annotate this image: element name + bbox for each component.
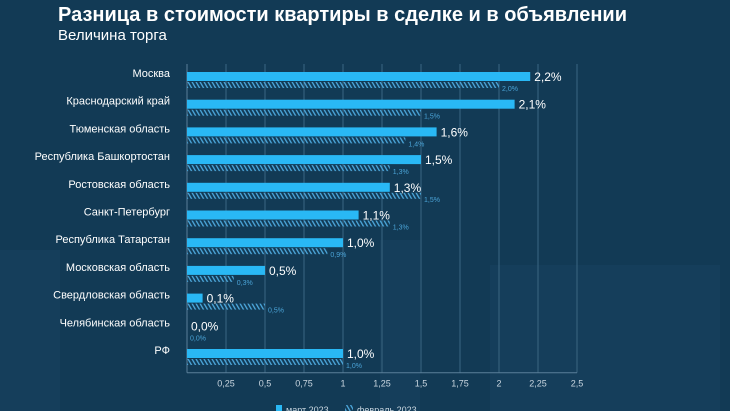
- x-tick-label: 0,25: [217, 379, 235, 389]
- bar-march: [187, 238, 343, 248]
- bar-february: [187, 137, 406, 144]
- bar-march: [187, 127, 437, 137]
- category-label: Тюменская область: [69, 123, 170, 135]
- data-label-march: 1,0%: [347, 236, 375, 250]
- chart-title: Разница в стоимости квартиры в сделке и …: [58, 4, 628, 26]
- category-label: Краснодарский край: [66, 96, 170, 108]
- category-label: Ростовская область: [68, 179, 170, 191]
- data-label-february: 0,9%: [330, 252, 346, 259]
- bar-march: [187, 349, 343, 358]
- data-label-march: 2,1%: [519, 98, 547, 112]
- x-tick-label: 1,25: [373, 379, 391, 389]
- bar-february: [187, 165, 390, 172]
- data-label-february: 0,5%: [268, 308, 284, 315]
- data-label-march: 1,3%: [394, 181, 422, 195]
- bar-february: [187, 303, 265, 310]
- x-tick-label: 0,75: [295, 379, 313, 389]
- bar-march: [187, 293, 203, 303]
- data-label-february: 1,5%: [424, 197, 440, 204]
- x-tick-label: 2: [496, 379, 501, 389]
- data-label-february: 1,3%: [393, 169, 409, 176]
- category-label: Республика Башкортостан: [35, 151, 170, 163]
- x-tick-label: 0,5: [259, 379, 272, 389]
- background-building: [490, 265, 720, 411]
- category-label: РФ: [154, 345, 170, 357]
- bar-march: [187, 265, 265, 275]
- data-label-february: 1,4%: [408, 141, 424, 148]
- data-label-february: 0,0%: [190, 335, 206, 342]
- bar-february: [187, 109, 421, 116]
- data-label-march: 1,6%: [441, 125, 469, 139]
- bar-february: [187, 220, 390, 227]
- background-building: [380, 240, 420, 411]
- legend-march-label: март 2023: [286, 405, 329, 411]
- data-label-february: 1,0%: [346, 363, 362, 370]
- bar-february: [187, 82, 499, 88]
- x-tick-label: 2,25: [529, 379, 547, 389]
- category-label: Республика Татарстан: [55, 234, 170, 246]
- chart-subtitle: Величина торга: [58, 27, 167, 44]
- bar-february: [187, 192, 421, 199]
- bar-march: [187, 99, 515, 109]
- legend-march-swatch: [276, 405, 282, 411]
- legend-february-swatch: [345, 405, 353, 411]
- data-label-march: 1,5%: [425, 153, 453, 167]
- x-tick-label: 2,5: [571, 379, 584, 389]
- bar-february: [187, 359, 343, 365]
- data-label-march: 1,0%: [347, 347, 375, 361]
- bar-march: [187, 210, 359, 220]
- category-label: Челябинская область: [60, 317, 171, 329]
- data-label-march: 0,1%: [207, 292, 235, 306]
- category-label: Санкт-Петербург: [84, 207, 170, 219]
- bar-march: [187, 155, 421, 165]
- data-label-february: 1,5%: [424, 114, 440, 121]
- x-tick-label: 1,5: [415, 379, 428, 389]
- legend-february-label: февраль 2023: [357, 405, 417, 411]
- x-tick-label: 1: [340, 379, 345, 389]
- bar-february: [187, 248, 328, 255]
- x-tick-label: 1,75: [451, 379, 469, 389]
- data-label-march: 1,1%: [363, 209, 391, 223]
- data-label-february: 0,3%: [237, 280, 253, 287]
- category-label: Москва: [132, 68, 170, 80]
- data-label-march: 2,2%: [534, 70, 562, 84]
- category-label: Московская область: [66, 262, 170, 274]
- bar-march: [187, 72, 531, 81]
- data-label-march: 0,5%: [269, 264, 297, 278]
- bar-february: [187, 275, 234, 282]
- data-label-february: 1,3%: [393, 225, 409, 232]
- data-label-february: 2,0%: [502, 86, 518, 93]
- bar-march: [187, 182, 390, 192]
- category-label: Свердловская область: [53, 290, 170, 302]
- background-building: [0, 250, 60, 411]
- data-label-march: 0,0%: [191, 319, 219, 333]
